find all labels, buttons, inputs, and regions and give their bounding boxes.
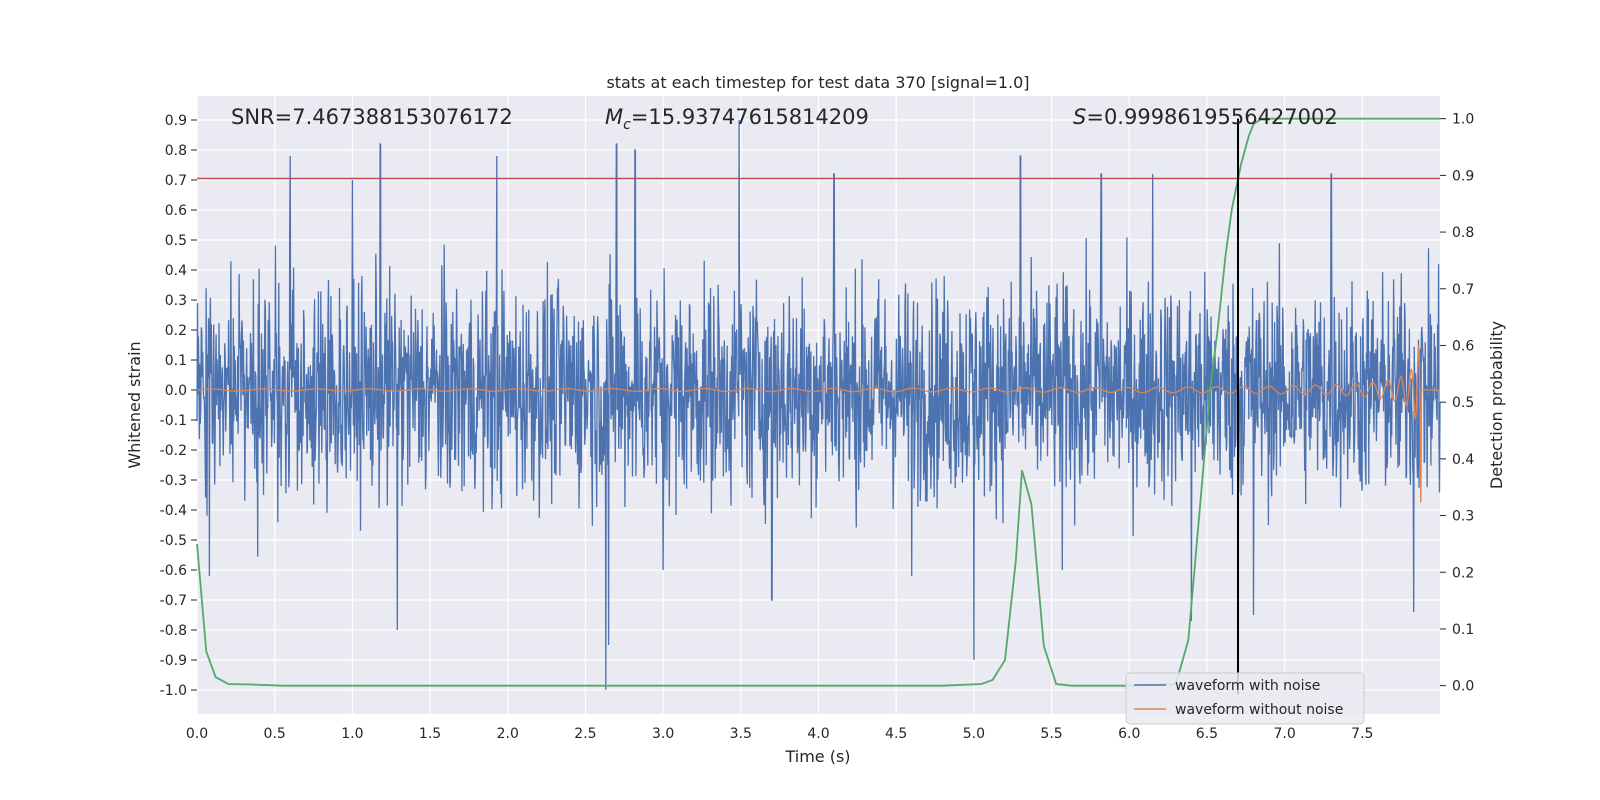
left-y-tick-label: 0.3: [165, 293, 187, 309]
right-y-tick-label: 0.0: [1452, 679, 1474, 695]
left-y-tick-label: 0.8: [165, 143, 187, 159]
right-y-tick-label: 0.6: [1452, 338, 1474, 354]
right-y-tick-label: 0.5: [1452, 395, 1474, 411]
x-tick-label: 0.0: [186, 726, 208, 742]
left-y-tick-label: -0.8: [160, 623, 187, 639]
detection-probability-line: [196, 117, 1440, 687]
right-y-tick-label: 0.8: [1452, 225, 1474, 241]
x-axis-ticks: 0.0 0.5 1.0 1.5 2.0 2.5 3.0 3.5 4.0 4.5 5.0 5.5 6.0 6…: [186, 726, 1374, 742]
left-y-tick-label: -0.1: [160, 413, 187, 429]
x-axis-label: Time (s): [784, 747, 850, 766]
right-y-tick-label: 1.0: [1452, 112, 1474, 128]
left-y-tick-label: 0.9: [165, 113, 187, 129]
left-y-tick-label: 0.1: [165, 353, 187, 369]
left-y-axis-label: Whitened strain: [125, 341, 144, 468]
noise-waveform-series: [196, 119, 1441, 691]
left-y-tick-label: -0.5: [160, 533, 187, 549]
right-y-tick-label: 0.7: [1452, 282, 1474, 298]
x-tick-label: 3.5: [730, 726, 752, 742]
left-y-tick-label: 0.0: [165, 383, 187, 399]
x-tick-label: 7.5: [1351, 726, 1373, 742]
left-y-tick-label: -0.9: [160, 653, 187, 669]
x-tick-label: 1.0: [341, 726, 363, 742]
clean-waveform-line: [197, 344, 1440, 503]
right-y-axis-label: Detection probability: [1487, 321, 1506, 489]
x-tick-label: 2.0: [497, 726, 519, 742]
left-y-axis-ticks: 0.9 0.8 0.7 0.6 0.5 0.4 0.3 0.2 0.1 0.0 -0.1 -0.2 -0…: [160, 113, 197, 699]
left-y-tick-label: -0.6: [160, 563, 187, 579]
left-y-tick-label: -1.0: [160, 683, 187, 699]
right-y-tick-label: 0.3: [1452, 509, 1474, 525]
left-y-tick-label: 0.6: [165, 203, 187, 219]
left-y-tick-label: -0.4: [160, 503, 187, 519]
left-y-tick-label: 0.7: [165, 173, 187, 189]
right-y-tick-label: 0.2: [1452, 565, 1474, 581]
legend: waveform with noise waveform without noi…: [1125, 672, 1365, 725]
x-tick-label: 7.0: [1273, 726, 1295, 742]
left-y-tick-label: -0.3: [160, 473, 187, 489]
x-tick-label: 5.5: [1040, 726, 1062, 742]
x-tick-label: 0.5: [264, 726, 286, 742]
snr-annotation: SNR=7.467388153076172: [231, 105, 513, 129]
left-y-tick-label: -0.2: [160, 443, 187, 459]
clean-waveform-series: [197, 344, 1440, 503]
x-tick-label: 6.5: [1196, 726, 1218, 742]
right-y-tick-label: 0.9: [1452, 168, 1474, 184]
left-y-tick-label: 0.4: [165, 263, 187, 279]
chart-title: stats at each timestep for test data 370…: [606, 73, 1029, 92]
x-tick-label: 1.5: [419, 726, 441, 742]
x-tick-label: 3.0: [652, 726, 674, 742]
x-tick-label: 4.5: [885, 726, 907, 742]
chirp-mass-annotation: Mc=15.93747615814209: [605, 105, 869, 133]
right-y-tick-label: 0.1: [1452, 622, 1474, 638]
x-tick-label: 2.5: [574, 726, 596, 742]
detection-probability-series: [196, 117, 1440, 687]
x-tick-label: 5.0: [963, 726, 985, 742]
left-y-tick-label: 0.5: [165, 233, 187, 249]
right-y-tick-label: 0.4: [1452, 452, 1474, 468]
score-annotation: S=0.9998619556427002: [1073, 105, 1338, 129]
x-tick-label: 4.0: [807, 726, 829, 742]
legend-box: [1125, 672, 1365, 725]
legend-label-clean: waveform without noise: [1175, 702, 1343, 718]
legend-label-noise: waveform with noise: [1175, 678, 1320, 694]
right-y-axis-ticks: 1.0 0.9 0.8 0.7 0.6 0.5 0.4 0.3 0.2 0.1 0.0: [1440, 112, 1474, 695]
left-y-tick-label: 0.2: [165, 323, 187, 339]
noise-waveform-line: [196, 119, 1441, 691]
left-y-tick-label: -0.7: [160, 593, 187, 609]
x-tick-label: 6.0: [1118, 726, 1140, 742]
